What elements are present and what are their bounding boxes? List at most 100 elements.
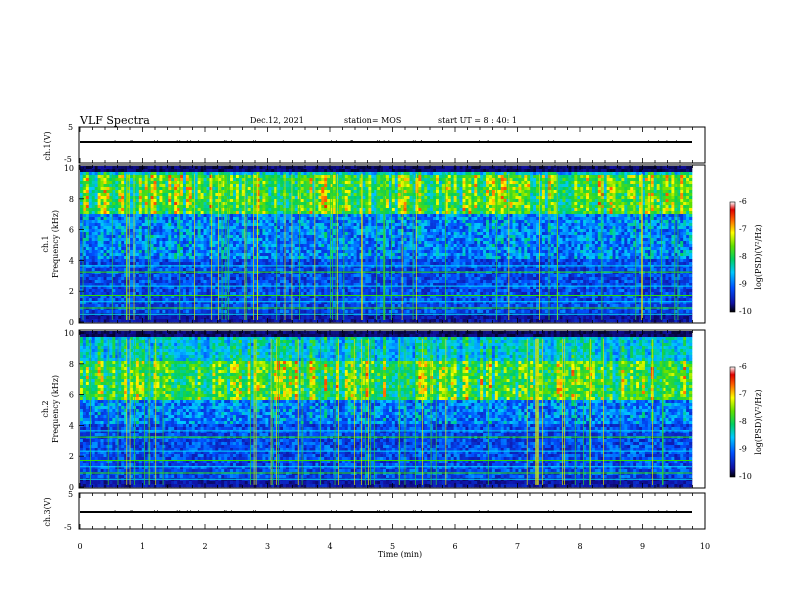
spectrogram-cell	[248, 247, 251, 250]
spectrogram-cell	[157, 235, 160, 238]
spectrogram-cell	[118, 202, 121, 205]
spectrogram-cell	[189, 178, 192, 181]
spectrogram-cell	[315, 262, 318, 265]
spectrogram-cell	[254, 247, 257, 250]
spectrogram-cell	[236, 169, 239, 172]
spectrogram-cell	[307, 229, 310, 232]
spectrogram-cell	[304, 250, 307, 253]
spectrogram-cell	[186, 241, 189, 244]
spectrogram-cell	[310, 253, 313, 256]
spectrogram-cell	[262, 259, 265, 262]
spectrogram-cell	[295, 181, 298, 184]
spectrogram-cell	[174, 292, 177, 295]
spectrogram-cell	[212, 205, 215, 208]
spectrogram-cell	[248, 235, 251, 238]
spectrogram-cell	[248, 187, 251, 190]
spectrogram-cell	[162, 280, 165, 283]
spectrogram-cell	[351, 268, 354, 271]
spectrogram-cell	[145, 277, 148, 280]
spectrogram-cell	[130, 181, 133, 184]
spectrogram-cell	[118, 298, 121, 301]
spectrogram-cell	[230, 319, 233, 322]
spectrogram-cell	[133, 226, 136, 229]
spectrogram-cell	[315, 199, 318, 202]
spectrogram-cell	[121, 274, 124, 277]
spectrogram-cell	[104, 178, 107, 181]
spectrogram-cell	[207, 217, 210, 220]
spectrogram-cell	[201, 202, 204, 205]
spectrogram-cell	[136, 268, 139, 271]
spectrogram-cell	[118, 238, 121, 241]
spectrogram-cell	[98, 196, 101, 199]
spectrogram-cell	[230, 175, 233, 178]
spectrogram-cell	[321, 202, 324, 205]
spectrogram-cell	[230, 268, 233, 271]
spectrogram-cell	[151, 259, 154, 262]
spectrogram-cell	[271, 211, 274, 214]
spectrogram-cell	[183, 262, 186, 265]
spectrogram-cell	[112, 229, 115, 232]
spectrogram-cell	[165, 247, 168, 250]
spectrogram-cell	[115, 244, 118, 247]
spectrogram-cell	[112, 235, 115, 238]
spectrogram-cell	[212, 241, 215, 244]
spectrogram-cell	[101, 259, 104, 262]
spectrogram-cell	[295, 262, 298, 265]
spectrogram-cell	[259, 319, 262, 322]
spectrogram-cell	[280, 229, 283, 232]
spectrogram-cell	[277, 250, 280, 253]
spectrogram-cell	[292, 226, 295, 229]
spectrogram-cell	[121, 166, 124, 169]
spectrogram-cell	[92, 220, 95, 223]
spectrogram-cell	[157, 196, 160, 199]
spectrogram-cell	[259, 235, 262, 238]
spectrogram-cell	[286, 292, 289, 295]
spectrogram-cell	[162, 298, 165, 301]
spectrogram-cell	[212, 193, 215, 196]
spectrogram-cell	[112, 241, 115, 244]
spectrogram-cell	[259, 280, 262, 283]
spectrogram-cell	[271, 235, 274, 238]
spectrogram-cell	[315, 208, 318, 211]
spectrogram-cell	[198, 292, 201, 295]
spectrogram-cell	[248, 166, 251, 169]
spectrogram-cell	[233, 310, 236, 313]
spectrogram-cell	[301, 268, 304, 271]
spectrogram-cell	[339, 277, 342, 280]
spectrogram-cell	[92, 181, 95, 184]
spectrogram-cell	[271, 187, 274, 190]
spectrogram-cell	[171, 178, 174, 181]
spectrogram-cell	[174, 211, 177, 214]
spectrogram-cell	[83, 202, 86, 205]
spectrogram-cell	[195, 226, 198, 229]
spectrogram-cell	[133, 172, 136, 175]
spectrogram-cell	[321, 280, 324, 283]
spectrogram-cell	[171, 187, 174, 190]
spectrogram-cell	[127, 202, 130, 205]
spectrogram-cell	[112, 175, 115, 178]
spectrogram-cell	[304, 289, 307, 292]
spectrogram-cell	[201, 259, 204, 262]
spectrogram-cell	[130, 316, 133, 319]
spectrogram-cell	[106, 175, 109, 178]
spectrogram-cell	[130, 166, 133, 169]
spectrogram-cell	[204, 205, 207, 208]
spectrogram-cell	[98, 277, 101, 280]
spectrogram-cell	[112, 202, 115, 205]
spectrogram-cell	[115, 226, 118, 229]
spectrogram-cell	[198, 280, 201, 283]
spectrogram-cell	[139, 271, 142, 274]
spectrogram-cell	[236, 274, 239, 277]
spectrogram-cell	[204, 178, 207, 181]
spectrogram-cell	[301, 217, 304, 220]
spectrogram-cell	[154, 262, 157, 265]
spectrogram-cell	[230, 271, 233, 274]
spectrogram-cell	[342, 280, 345, 283]
spectrogram-cell	[204, 202, 207, 205]
spectrogram-cell	[257, 247, 260, 250]
spectrogram-cell	[321, 259, 324, 262]
spectrogram-cell	[101, 184, 104, 187]
spectrogram-cell	[227, 208, 230, 211]
spectrogram-cell	[248, 220, 251, 223]
spectrogram-cell	[348, 199, 351, 202]
